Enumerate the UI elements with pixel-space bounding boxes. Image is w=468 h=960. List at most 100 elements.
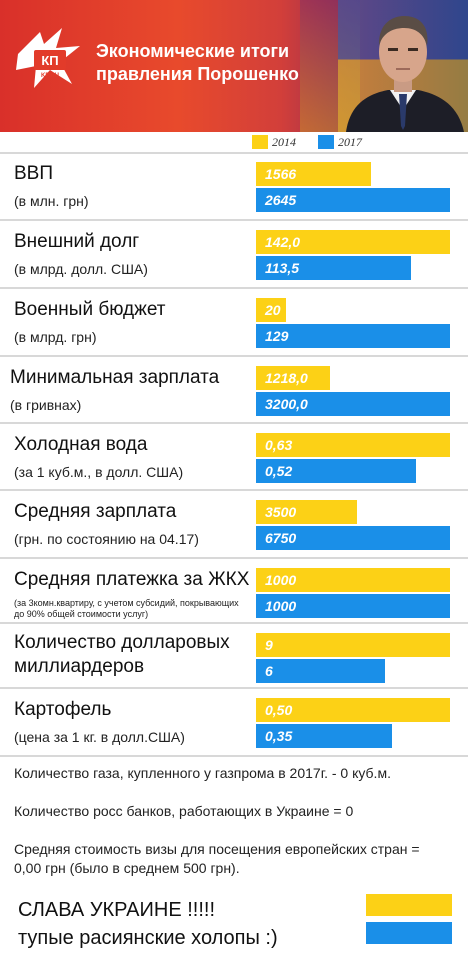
visa-note: Средняя стоимость визы для посещения евр… <box>14 841 420 876</box>
category-label: Военный бюджет <box>14 299 166 320</box>
bar-2014-label: 142,0 <box>265 234 301 250</box>
row-divider <box>0 755 468 757</box>
bar-2017-label: 0,35 <box>265 728 293 744</box>
bar-2014: 3500 <box>256 500 357 524</box>
category-label: Минимальная зарплата <box>10 367 220 388</box>
category-sublabel: (цена за 1 кг. в долл.США) <box>14 729 185 745</box>
row-divider <box>0 287 468 289</box>
chart-row: Внешний долг (в млрд. долл. США) 142,0 113,… <box>0 222 468 288</box>
legend-swatch-2014 <box>252 135 268 149</box>
bar-2017: 3200,0 <box>256 392 450 416</box>
kp-logo-icon: КП KP.RU <box>16 28 80 88</box>
gas-note: Количество газа, купленного у газпрома в… <box>14 765 391 781</box>
chart-row: Военный бюджет (в млрд. грн) 20 129 <box>0 290 468 356</box>
bar-2017-label: 6 <box>265 663 273 679</box>
row-divider <box>0 489 468 491</box>
category-label: ВВП <box>14 163 54 184</box>
bar-2017-label: 2645 <box>265 192 297 208</box>
row-divider <box>0 557 468 559</box>
row-divider <box>0 687 468 689</box>
header-banner: КП KP.RU Экономические итоги правления П… <box>0 0 468 132</box>
bar-2014: 0,63 <box>256 433 450 457</box>
legend-label-2014: 2014 <box>272 134 296 149</box>
category-label-block: Минимальная зарплата (в гривнах) <box>10 366 260 414</box>
bar-2017: 6750 <box>256 526 450 550</box>
bar-2014-label: 1566 <box>265 166 297 182</box>
category-label-block: ВВП (в млн. грн) <box>14 162 250 210</box>
legend-label-2017: 2017 <box>338 134 362 149</box>
chart-legend: 2014 2017 <box>252 133 384 151</box>
bar-2017-label: 113,5 <box>265 260 299 276</box>
banks-note: Количество росс банков, работающих в Укр… <box>14 803 354 819</box>
category-sublabel: (в млн. грн) <box>14 193 89 209</box>
category-label-block: Военный бюджет (в млрд. грн) <box>14 298 250 346</box>
bar-2014-label: 1000 <box>265 572 297 588</box>
chart-row: Минимальная зарплата (в гривнах) 1218,0 320… <box>0 358 468 423</box>
category-sublabel: (за 1 куб.м., в долл. США) <box>14 464 184 480</box>
chart-row: Количество долларовых миллиардеров 9 6 <box>0 625 468 688</box>
category-label-block: Количество долларовых миллиардеров <box>14 631 254 679</box>
bar-2014: 142,0 <box>256 230 450 254</box>
svg-text:КП: КП <box>41 53 58 68</box>
bar-2017: 0,35 <box>256 724 392 748</box>
slogan-line-2: тупые расиянские холопы :) <box>18 927 278 949</box>
bar-2017: 113,5 <box>256 256 411 280</box>
bar-2014-label: 20 <box>265 302 281 318</box>
bar-2017-label: 1000 <box>265 598 297 614</box>
bar-2014: 1218,0 <box>256 366 330 390</box>
row-divider <box>0 622 468 624</box>
category-sublabel: (в гривнах) <box>10 397 82 413</box>
bar-2017-label: 0,52 <box>265 463 293 479</box>
bar-2014-label: 3500 <box>265 504 297 520</box>
row-divider <box>0 355 468 357</box>
bar-2014: 20 <box>256 298 286 322</box>
bar-2014: 1000 <box>256 568 450 592</box>
category-label-block: Холодная вода (за 1 куб.м., в долл. США) <box>14 433 250 481</box>
bar-2017-label: 6750 <box>265 530 297 546</box>
row-divider <box>0 152 468 154</box>
bar-2017-label: 3200,0 <box>265 396 308 412</box>
category-label-block: Картофель (цена за 1 кг. в долл.США) <box>14 698 250 746</box>
category-label-block: Средняя платежка за ЖКХ (за 3комн.квартир… <box>14 568 250 620</box>
bar-2014-label: 0,63 <box>265 437 293 453</box>
chart-row: Средняя зарплата (грн. по состоянию на 04… <box>0 492 468 558</box>
bar-2014: 0,50 <box>256 698 450 722</box>
category-label: Количество долларовых миллиардеров <box>14 632 230 677</box>
legend-swatch-2017 <box>318 135 334 149</box>
category-label: Внешний долг <box>14 231 140 252</box>
slogan: СЛАВА УКРАИНЕ !!!!! тупые расиянские хол… <box>18 896 278 952</box>
bar-2014-label: 9 <box>265 637 273 653</box>
chart-row: ВВП (в млн. грн) 1566 2645 <box>0 154 468 220</box>
bar-2014: 9 <box>256 633 450 657</box>
chart-row: Картофель (цена за 1 кг. в долл.США) 0,50 0… <box>0 690 468 756</box>
header-title: Экономические итоги правления Порошенко <box>96 41 299 84</box>
bar-2017: 1000 <box>256 594 450 618</box>
category-label: Холодная вода <box>14 434 148 455</box>
bar-2017: 0,52 <box>256 459 416 483</box>
chart-row: Средняя платежка за ЖКХ (за 3комн.квартир… <box>0 560 468 623</box>
svg-text:KP.RU: KP.RU <box>41 73 59 79</box>
category-sublabel: (грн. по состоянию на 04.17) <box>14 531 199 547</box>
bar-2014-label: 1218,0 <box>265 370 308 386</box>
bar-2017: 129 <box>256 324 450 348</box>
bar-2014-label: 0,50 <box>265 702 293 718</box>
slogan-line-1: СЛАВА УКРАИНЕ !!!!! <box>18 899 216 921</box>
flag-swatch-blue <box>366 922 452 944</box>
politician-portrait <box>346 16 464 132</box>
bar-2017-label: 129 <box>265 328 289 344</box>
category-label-block: Средняя зарплата (грн. по состоянию на 04… <box>14 500 250 548</box>
flag-swatch-yellow <box>366 894 452 916</box>
bar-2017: 2645 <box>256 188 450 212</box>
category-sublabel: (в млрд. долл. США) <box>14 261 148 277</box>
category-sublabel: (за 3комн.квартиру, с учетом субсидий, п… <box>14 598 239 619</box>
bar-2014: 1566 <box>256 162 371 186</box>
category-label: Картофель <box>14 699 112 720</box>
category-label: Средняя платежка за ЖКХ <box>14 569 250 590</box>
chart-row: Холодная вода (за 1 куб.м., в долл. США) 0… <box>0 425 468 490</box>
row-divider <box>0 422 468 424</box>
category-sublabel: (в млрд. грн) <box>14 329 97 345</box>
bar-2017: 6 <box>256 659 385 683</box>
category-label-block: Внешний долг (в млрд. долл. США) <box>14 230 250 278</box>
category-label: Средняя зарплата <box>14 501 177 522</box>
row-divider <box>0 219 468 221</box>
